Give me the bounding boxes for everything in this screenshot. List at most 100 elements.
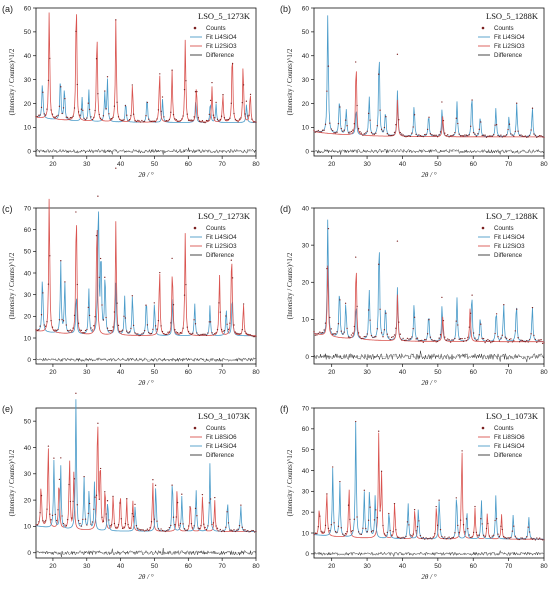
data-point [248,114,250,116]
x-tick-label: 40 [399,369,407,376]
data-point [438,337,440,339]
x-tick-label: 20 [328,369,336,376]
data-point [533,537,535,540]
data-point [54,116,56,118]
y-tick-label: 30 [302,489,310,496]
data-point [196,515,198,517]
data-point [157,109,160,111]
data-point [50,519,52,521]
data-point [432,134,434,137]
data-point [327,527,330,530]
y-tick-label: 50 [24,29,32,36]
data-point [372,530,374,532]
data-point [82,518,84,521]
data-point [148,331,150,334]
data-point [498,340,501,342]
data-point [248,531,250,533]
data-point [421,135,423,137]
legend-marker [193,426,197,430]
data-point [54,329,56,331]
data-point [521,339,524,342]
data-point [317,129,319,132]
data-point [225,119,227,121]
data-point [339,106,341,108]
data-point [76,504,78,506]
legend-label: Difference [206,252,235,259]
data-point [349,131,351,133]
data-point [426,538,429,540]
data-point [209,321,212,323]
data-point [216,118,219,120]
data-point [165,120,168,122]
data-point [172,304,175,306]
data-point [434,533,436,535]
sample-title: LSO_7_1288K [486,211,539,221]
data-point [316,532,318,535]
data-point [518,134,521,137]
data-point [130,327,132,330]
data-point [183,528,186,530]
data-point [536,341,538,343]
data-point [319,515,321,517]
data-point [240,504,242,506]
data-point [367,112,370,115]
series-difference [35,547,257,558]
data-point [416,135,419,137]
data-point [480,518,482,520]
data-point [482,134,485,136]
data-point [252,121,254,123]
data-point [116,101,118,103]
data-point [247,529,249,532]
x-tick-label: 50 [151,563,159,570]
data-point [372,133,374,135]
data-point [347,132,350,134]
data-point [441,296,443,299]
data-point [380,332,383,334]
data-point [135,524,138,527]
data-point [108,113,110,115]
data-point [319,331,321,333]
data-point [457,324,459,326]
data-point [97,422,99,424]
data-point [106,500,109,502]
data-point [477,133,479,135]
data-point [369,119,371,121]
data-point [431,538,433,540]
data-point [343,129,345,131]
data-point [36,115,39,118]
data-point [372,336,374,339]
data-point [416,337,419,339]
data-point [543,136,545,139]
data-point [35,115,37,117]
data-point [149,527,151,529]
data-point [375,132,377,134]
data-point [36,329,39,331]
data-point [58,105,61,107]
data-point [71,330,73,332]
x-tick-label: 70 [219,369,227,376]
data-point [160,528,162,530]
data-point [120,330,122,332]
data-point [503,135,505,137]
data-point [192,119,194,122]
data-point [159,271,161,274]
data-point [465,518,468,520]
data-point [215,525,217,527]
data-point [504,537,506,539]
data-point [236,119,238,122]
data-point [80,329,83,332]
data-point [127,120,129,122]
data-point [174,524,176,526]
data-point [451,339,453,341]
data-point [219,528,221,531]
data-point [150,120,153,123]
data-point [495,313,498,315]
data-point [405,339,407,341]
data-point [366,130,368,132]
data-point [319,131,321,133]
data-point [449,341,452,343]
data-point [526,339,528,342]
data-point [190,119,193,121]
data-point [488,135,491,137]
data-point [458,133,460,135]
